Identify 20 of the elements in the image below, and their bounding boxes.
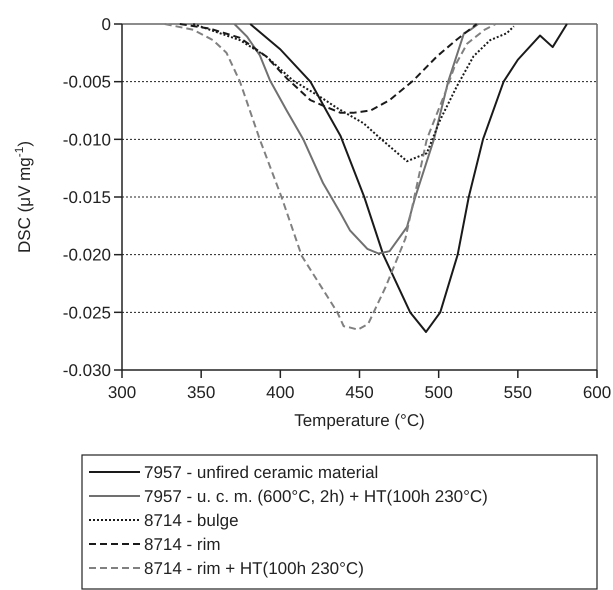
legend-label: 7957 - u. c. m. (600°C, 2h) + HT(100h 230°C) bbox=[144, 486, 488, 506]
y-tick-label: -0.010 bbox=[62, 130, 111, 150]
y-tick-label: 0 bbox=[102, 14, 111, 34]
x-axis-title: Temperature (°C) bbox=[294, 411, 425, 430]
legend-label: 8714 - rim + HT(100h 230°C) bbox=[144, 558, 364, 578]
legend-label: 7957 - unfired ceramic material bbox=[144, 462, 378, 482]
y-tick-label: -0.015 bbox=[62, 188, 111, 207]
legend-label: 8714 - bulge bbox=[144, 510, 239, 530]
y-tick-label: -0.005 bbox=[62, 72, 111, 92]
y-tick-label: -0.030 bbox=[62, 360, 111, 380]
y-tick-label: -0.020 bbox=[62, 246, 111, 265]
x-tick-label: 300 bbox=[108, 383, 136, 402]
x-tick-label: 400 bbox=[266, 383, 295, 402]
x-tick-label: 550 bbox=[504, 383, 532, 402]
y-tick-label: -0.025 bbox=[62, 303, 111, 322]
x-tick-label: 350 bbox=[186, 383, 216, 402]
legend-label: 8714 - rim bbox=[144, 534, 221, 554]
x-tick-label: 500 bbox=[424, 383, 453, 402]
x-tick-label: 600 bbox=[582, 383, 612, 402]
x-tick-label: 450 bbox=[345, 383, 374, 402]
